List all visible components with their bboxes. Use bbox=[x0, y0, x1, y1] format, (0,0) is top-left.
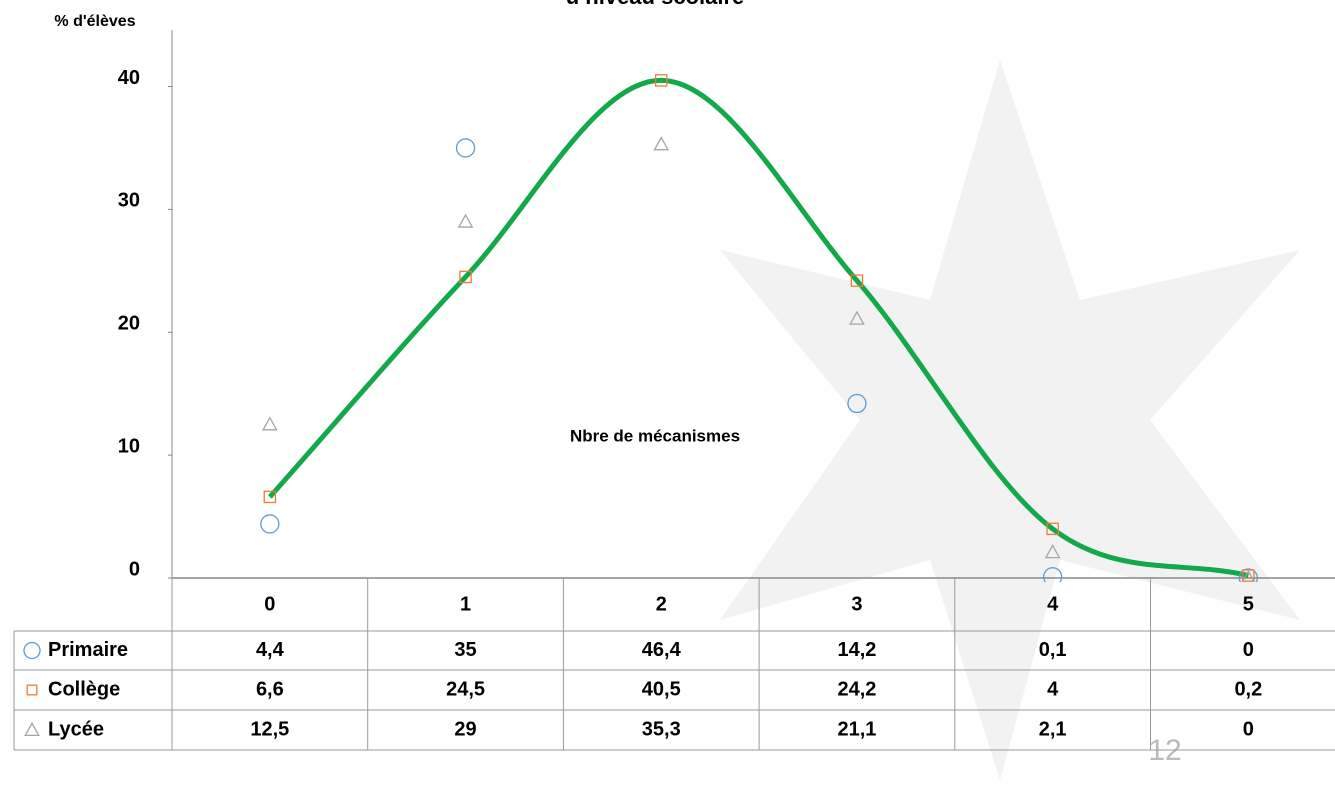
x-tick-label: 1 bbox=[460, 593, 471, 615]
table-value: 46,4 bbox=[642, 639, 682, 661]
x-axis-label: Nbre de mécanismes bbox=[570, 426, 740, 445]
legend-label: Primaire bbox=[48, 639, 128, 661]
legend-label: Lycée bbox=[48, 718, 104, 740]
marker bbox=[23, 641, 41, 660]
table-value: 6,6 bbox=[256, 678, 284, 700]
y-tick-label: 10 bbox=[118, 435, 140, 457]
marker bbox=[263, 490, 277, 504]
marker bbox=[455, 138, 476, 158]
x-tick-label: 4 bbox=[1047, 593, 1059, 615]
table-value: 35,3 bbox=[642, 718, 681, 740]
table-value: 24,2 bbox=[837, 678, 876, 700]
table-value: 40,5 bbox=[642, 678, 681, 700]
table-value: 0,1 bbox=[1039, 639, 1067, 661]
marker bbox=[261, 416, 278, 431]
chart-title: u niveau scolaire bbox=[566, 0, 745, 9]
table-value: 0 bbox=[1243, 639, 1254, 661]
table-value: 4 bbox=[1047, 678, 1059, 700]
table-value: 29 bbox=[454, 718, 476, 740]
table-value: 2,1 bbox=[1039, 718, 1067, 740]
marker bbox=[1043, 567, 1063, 582]
y-axis-label: % d'élèves bbox=[54, 13, 135, 30]
y-tick-label: 20 bbox=[118, 313, 140, 335]
smooth-line bbox=[267, 77, 1249, 578]
table-value: 35 bbox=[454, 639, 476, 661]
table-value: 12,5 bbox=[250, 718, 289, 740]
marker bbox=[1046, 522, 1059, 536]
table-value: 0,2 bbox=[1234, 678, 1262, 700]
table-value: 21,1 bbox=[837, 718, 876, 740]
marker bbox=[459, 270, 472, 284]
plot-area bbox=[260, 74, 1258, 582]
x-tick-label: 0 bbox=[264, 593, 275, 615]
table-value: 0 bbox=[1243, 718, 1254, 740]
marker bbox=[850, 274, 864, 287]
x-tick-label: 3 bbox=[851, 593, 862, 615]
x-tick-label: 5 bbox=[1243, 593, 1254, 615]
marker bbox=[457, 213, 474, 228]
marker bbox=[653, 136, 670, 151]
table-value: 14,2 bbox=[837, 639, 876, 661]
legend-label: Collège bbox=[48, 678, 120, 700]
table-value: 24,5 bbox=[446, 678, 485, 700]
marker bbox=[1238, 568, 1258, 582]
y-tick-label: 30 bbox=[118, 190, 140, 212]
marker bbox=[1241, 569, 1256, 582]
marker bbox=[849, 310, 865, 325]
marker bbox=[847, 393, 867, 414]
marker bbox=[1044, 544, 1061, 559]
watermark bbox=[720, 60, 1300, 780]
marker bbox=[655, 74, 668, 87]
y-tick-label: 0 bbox=[129, 558, 140, 580]
table-value: 4,4 bbox=[256, 639, 285, 661]
marker bbox=[260, 514, 280, 534]
x-tick-label: 2 bbox=[656, 593, 667, 615]
marker bbox=[24, 721, 40, 737]
y-tick-label: 40 bbox=[118, 67, 140, 89]
marker bbox=[26, 684, 38, 696]
